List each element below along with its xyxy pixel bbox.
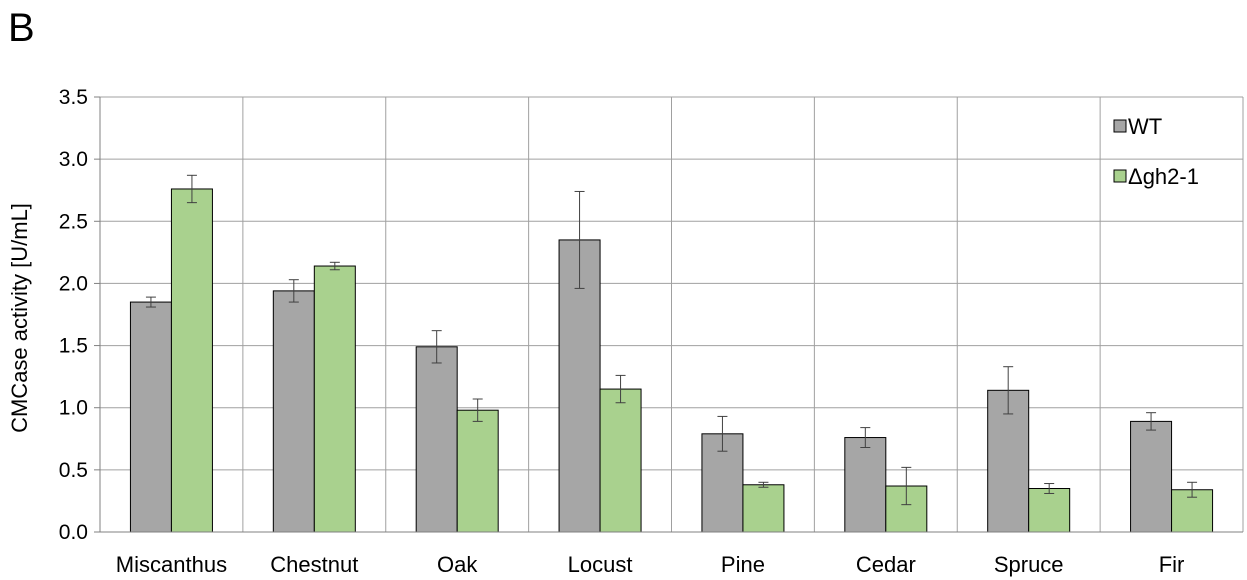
axes (94, 96, 1243, 533)
bar-wt (844, 437, 887, 533)
bars (129, 188, 1214, 533)
x-tick-label: Cedar (856, 552, 916, 577)
x-tick-label: Pine (721, 552, 765, 577)
y-tick-label: 1.5 (59, 335, 88, 358)
y-tick-label: 3.0 (59, 148, 88, 171)
legend-label-dgh2-1: Δgh2-1 (1128, 164, 1199, 189)
error-bars (145, 174, 1198, 506)
x-tick-label: Spruce (994, 552, 1064, 577)
x-category-labels: Miscanthus Chestnut Oak Locust Pine Cedar Spru… (116, 552, 1185, 577)
y-tick-label: 2.5 (59, 210, 88, 233)
y-tick-label: 0.0 (59, 521, 88, 544)
y-tick-label: 1.0 (59, 397, 88, 420)
bar-wt (272, 290, 315, 533)
bar-wt (129, 301, 172, 533)
y-tick-label: 3.5 (59, 86, 88, 109)
x-tick-label: Fir (1159, 552, 1185, 577)
x-tick-label: Miscanthus (116, 552, 227, 577)
legend: WT Δgh2-1 (1113, 114, 1199, 189)
x-tick-label: Chestnut (270, 552, 358, 577)
bar-dgh2-1 (456, 409, 499, 533)
bar-dgh2-1 (1028, 488, 1071, 533)
bar-wt (1130, 420, 1173, 533)
bar-dgh2-1 (599, 388, 642, 533)
bar-wt (415, 346, 458, 533)
x-tick-label: Locust (568, 552, 633, 577)
bar-dgh2-1 (742, 484, 785, 533)
bar-dgh2-1 (170, 188, 213, 533)
y-axis-label: CMCase activity [U/mL] (7, 203, 32, 433)
y-tick-labels: 0.0 0.5 1.0 1.5 2.0 2.5 3.0 3.5 (59, 86, 88, 544)
legend-swatch-wt (1113, 119, 1127, 133)
x-tick-label: Oak (437, 552, 478, 577)
legend-swatch-dgh2-1 (1113, 169, 1127, 183)
grid-lines (99, 96, 1244, 533)
bar-dgh2-1 (313, 265, 356, 533)
y-tick-label: 2.0 (59, 272, 88, 295)
y-tick-label: 0.5 (59, 459, 88, 482)
legend-label-wt: WT (1128, 114, 1162, 139)
panel-label: B (8, 6, 35, 50)
